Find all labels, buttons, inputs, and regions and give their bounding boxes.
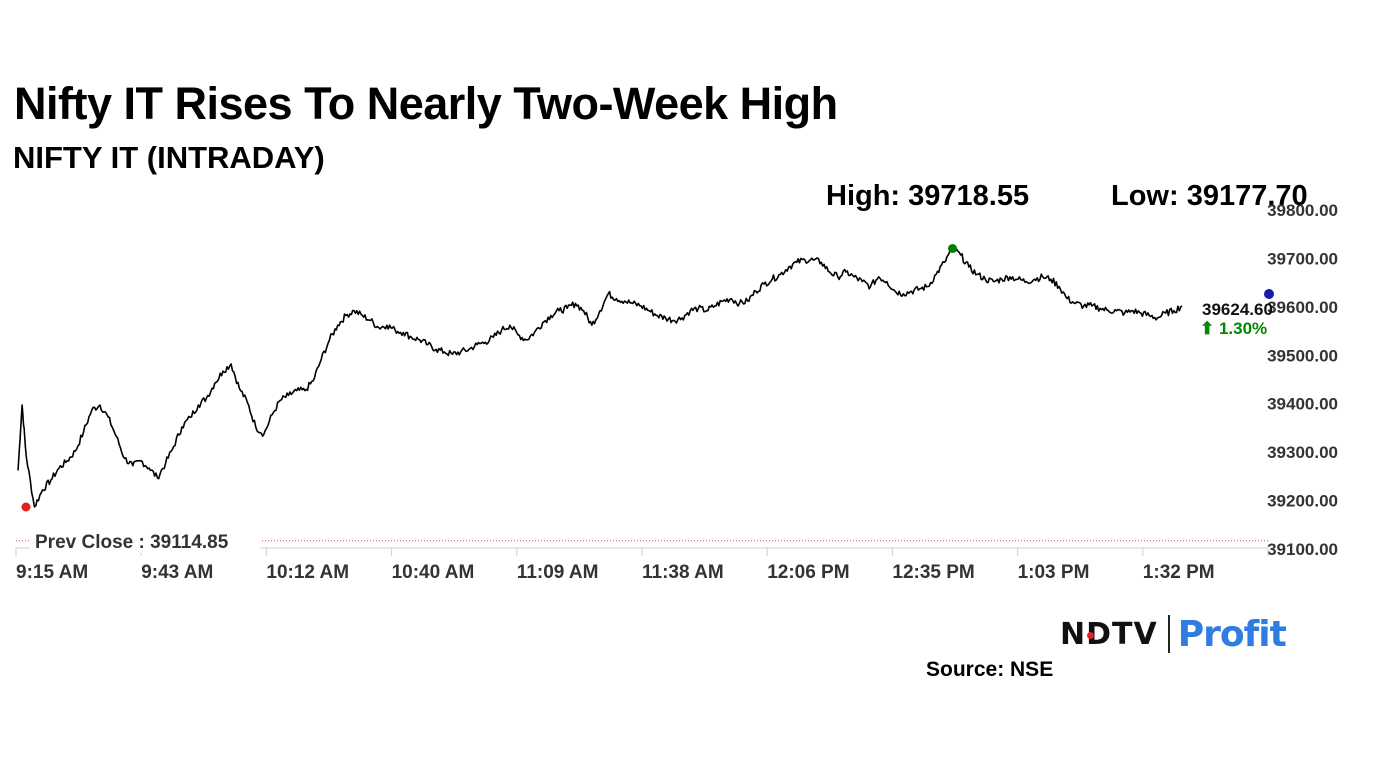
last-value-label: 39624.60: [1202, 300, 1273, 319]
x-axis: 9:15 AM 9:43 AM 10:12 AM 10:40 AM 11:09 AM 11…: [15, 547, 1269, 583]
series-layer: [17, 247, 1183, 508]
last-price-marker: [1264, 289, 1274, 299]
y-axis-labels: 39800.00 39700.00 39600.00 39500.00 39400.00…: [1267, 201, 1338, 559]
high-marker: [948, 243, 957, 253]
y-tick-label: 39800.00: [1267, 201, 1338, 220]
y-tick-label: 39400.00: [1267, 395, 1338, 414]
low-marker: [21, 502, 31, 512]
prev-close-label-bg: [30, 528, 260, 553]
x-tick-label: 1:03 PM: [1018, 562, 1090, 583]
profit-wordmark: Profit: [1177, 613, 1287, 655]
y-tick-label: 39200.00: [1267, 492, 1338, 511]
chart-title: Nifty IT Rises To Nearly Two-Week High: [14, 78, 838, 129]
source-note: Source: NSE: [926, 658, 1054, 681]
y-tick-label: 39600.00: [1267, 298, 1338, 317]
x-tick-label: 11:38 AM: [642, 562, 724, 583]
logo-divider: [1167, 615, 1170, 653]
y-tick-label: 39100.00: [1267, 540, 1338, 559]
logo-ndtv-text: NDTV: [1060, 616, 1158, 652]
x-tick-label: 1:32 PM: [1143, 562, 1215, 583]
price-line: [17, 247, 1183, 508]
x-tick-label: 12:35 PM: [892, 562, 974, 583]
ndtv-wordmark: NDTV: [1060, 617, 1158, 652]
y-tick-label: 39700.00: [1267, 249, 1338, 268]
annotations: Prev Close : 39114.85 39624.60⬆ 1.30%: [16, 243, 1274, 553]
chart-subtitle: NIFTY IT (INTRADAY): [13, 140, 325, 175]
low-stat: Low: 39177.70: [1111, 180, 1308, 212]
x-tick-label: 9:43 AM: [141, 562, 213, 583]
y-tick-label: 39500.00: [1267, 346, 1338, 365]
logo-red-dot-icon: [1087, 631, 1094, 639]
x-tick-label: 9:15 AM: [16, 562, 88, 583]
x-tick-label: 11:09 AM: [517, 562, 599, 583]
x-tick-label: 12:06 PM: [767, 562, 849, 583]
ndtv-profit-logo: NDTV Profit: [1060, 613, 1287, 655]
y-tick-label: 39300.00: [1267, 443, 1338, 462]
high-stat: High: 39718.55: [826, 180, 1030, 212]
x-tick-label: 10:40 AM: [392, 562, 475, 583]
change-percent-label: ⬆ 1.30%: [1200, 319, 1267, 338]
x-tick-label: 10:12 AM: [266, 562, 349, 583]
prev-close-label: Prev Close : 39114.85: [35, 532, 229, 553]
